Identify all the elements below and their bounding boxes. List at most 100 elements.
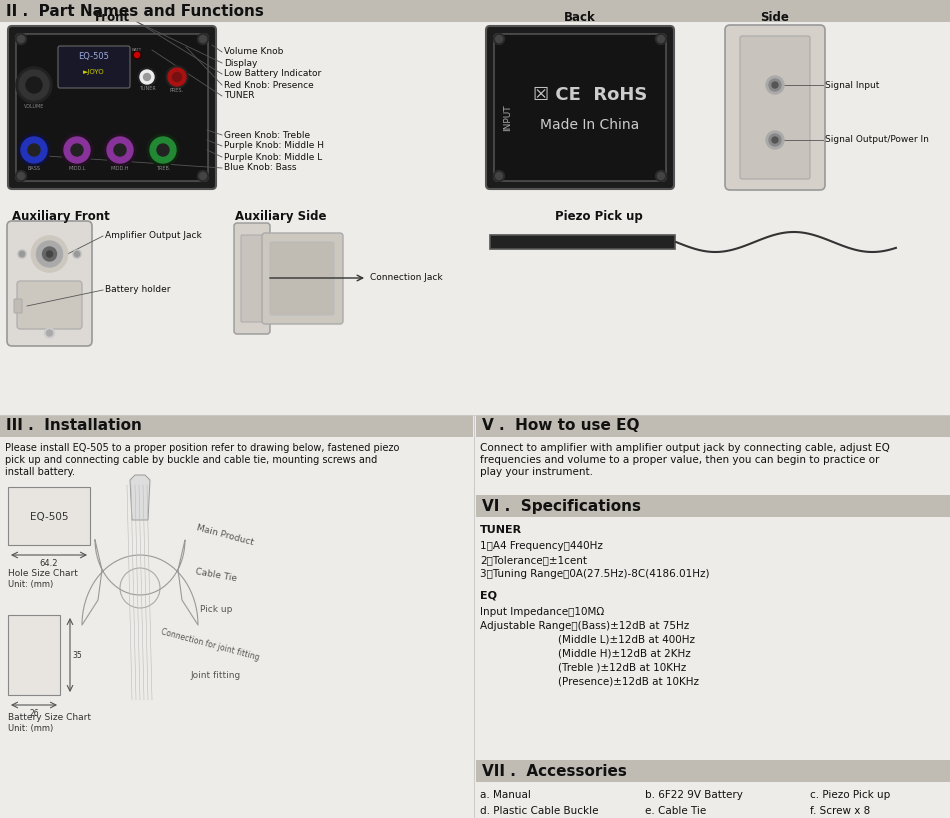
Circle shape (15, 34, 27, 44)
Text: PRES.: PRES. (170, 88, 184, 93)
FancyBboxPatch shape (725, 25, 825, 190)
Text: Joint fitting: Joint fitting (190, 671, 240, 680)
Text: 1、A4 Frequency：440Hz: 1、A4 Frequency：440Hz (480, 541, 603, 551)
FancyBboxPatch shape (270, 242, 334, 315)
Text: Low Battery Indicator: Low Battery Indicator (224, 70, 321, 79)
Text: ☒ CE  RoHS: ☒ CE RoHS (533, 86, 647, 104)
Text: Pick up: Pick up (200, 605, 233, 614)
Text: Cable Tie: Cable Tie (195, 567, 238, 583)
Circle shape (18, 250, 26, 258)
FancyBboxPatch shape (8, 26, 216, 189)
Text: e. Cable Tie: e. Cable Tie (645, 806, 706, 816)
Text: play your instrument.: play your instrument. (480, 467, 593, 477)
Text: EQ-505: EQ-505 (29, 512, 68, 522)
Text: Made In China: Made In China (541, 118, 639, 132)
Text: TREB.: TREB. (156, 167, 170, 172)
Circle shape (17, 35, 25, 43)
Text: II .  Part Names and Functions: II . Part Names and Functions (6, 3, 264, 19)
Circle shape (19, 70, 49, 100)
Text: TUNER: TUNER (224, 92, 255, 101)
Text: EQ-505: EQ-505 (79, 52, 109, 61)
Circle shape (17, 173, 25, 179)
Text: Connection for joint fitting: Connection for joint fitting (160, 627, 260, 663)
Circle shape (107, 137, 133, 163)
Text: Purple Knob: Middle L: Purple Knob: Middle L (224, 152, 322, 161)
Bar (8, 615, 60, 695)
Text: Signal Input: Signal Input (825, 80, 880, 89)
Circle shape (21, 137, 47, 163)
Circle shape (766, 76, 784, 94)
Circle shape (657, 35, 664, 43)
Text: (Presence)±12dB at 10KHz: (Presence)±12dB at 10KHz (480, 677, 699, 687)
Circle shape (26, 77, 42, 93)
Text: VI .  Specifications: VI . Specifications (482, 498, 641, 514)
Text: Amplifier Output Jack: Amplifier Output Jack (105, 231, 201, 240)
Circle shape (772, 137, 778, 143)
Text: EQ: EQ (480, 591, 497, 601)
Circle shape (74, 251, 80, 257)
Text: III .  Installation: III . Installation (6, 419, 142, 434)
Circle shape (147, 134, 179, 166)
Text: install battery.: install battery. (5, 467, 75, 477)
Text: Volume Knob: Volume Knob (224, 47, 283, 56)
Text: (Treble )±12dB at 10KHz: (Treble )±12dB at 10KHz (480, 663, 686, 673)
Circle shape (15, 170, 27, 182)
Text: 64.2: 64.2 (40, 559, 58, 568)
Circle shape (31, 236, 67, 272)
Text: Red Knob: Presence: Red Knob: Presence (224, 80, 314, 89)
FancyBboxPatch shape (241, 235, 265, 322)
Circle shape (173, 73, 181, 82)
Circle shape (114, 144, 126, 156)
Circle shape (769, 79, 781, 91)
Text: Main Product: Main Product (195, 523, 255, 547)
Circle shape (200, 35, 206, 43)
Circle shape (61, 134, 93, 166)
Text: Display: Display (224, 59, 257, 68)
Text: Back: Back (564, 11, 596, 24)
Circle shape (150, 137, 176, 163)
FancyBboxPatch shape (476, 415, 950, 437)
Text: Auxiliary Front: Auxiliary Front (12, 210, 110, 223)
Text: V .  How to use EQ: V . How to use EQ (482, 419, 639, 434)
Circle shape (157, 144, 169, 156)
Circle shape (135, 52, 140, 57)
Text: Battery Size Chart: Battery Size Chart (8, 713, 91, 722)
FancyBboxPatch shape (16, 34, 208, 181)
FancyBboxPatch shape (494, 34, 666, 181)
Circle shape (496, 35, 503, 43)
Circle shape (73, 250, 81, 258)
Text: Green Knob: Treble: Green Knob: Treble (224, 131, 310, 140)
Text: 3、Tuning Range：0A(27.5Hz)-8C(4186.01Hz): 3、Tuning Range：0A(27.5Hz)-8C(4186.01Hz) (480, 569, 710, 579)
Circle shape (138, 68, 156, 86)
Circle shape (45, 328, 54, 338)
Text: a. Manual: a. Manual (480, 790, 531, 800)
FancyBboxPatch shape (234, 223, 270, 334)
Bar (8, 487, 90, 545)
Text: BATT: BATT (132, 48, 142, 52)
Circle shape (769, 134, 781, 146)
FancyBboxPatch shape (262, 233, 343, 324)
Circle shape (47, 251, 52, 257)
Text: Blue Knob: Bass: Blue Knob: Bass (224, 164, 296, 173)
Circle shape (198, 34, 208, 44)
Text: Input Impedance：10MΩ: Input Impedance：10MΩ (480, 607, 604, 617)
Text: Please install EQ-505 to a proper position refer to drawing below, fastened piez: Please install EQ-505 to a proper positi… (5, 443, 399, 453)
FancyBboxPatch shape (486, 26, 674, 189)
Circle shape (28, 144, 40, 156)
Circle shape (43, 247, 56, 261)
Text: (Middle L)±12dB at 400Hz: (Middle L)±12dB at 400Hz (480, 635, 695, 645)
Text: 2、Tolerance：±1cent: 2、Tolerance：±1cent (480, 555, 587, 565)
Circle shape (133, 51, 141, 59)
Circle shape (657, 173, 664, 179)
Text: d. Plastic Cable Buckle: d. Plastic Cable Buckle (480, 806, 598, 816)
Circle shape (143, 74, 150, 80)
Circle shape (18, 134, 50, 166)
Text: Connect to amplifier with amplifier output jack by connecting cable, adjust EQ: Connect to amplifier with amplifier outp… (480, 443, 890, 453)
Text: 35: 35 (72, 650, 82, 659)
Text: Side: Side (761, 11, 789, 24)
Text: Connection Jack: Connection Jack (370, 273, 443, 282)
FancyBboxPatch shape (740, 36, 810, 179)
Circle shape (140, 70, 154, 84)
Text: frequencies and volume to a proper value, then you can begin to practice or: frequencies and volume to a proper value… (480, 455, 880, 465)
FancyBboxPatch shape (58, 46, 130, 88)
